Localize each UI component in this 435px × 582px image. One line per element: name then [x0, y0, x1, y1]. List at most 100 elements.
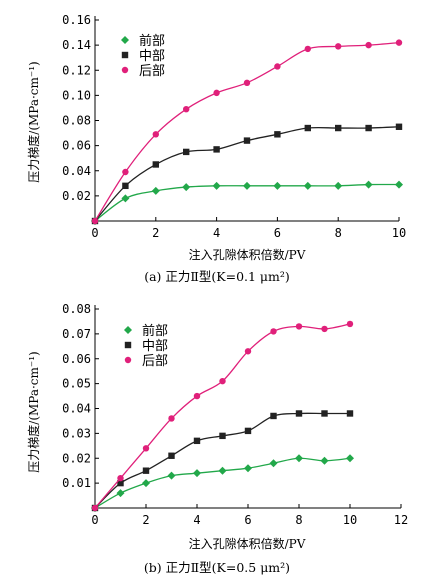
y-tick-label: 0.05	[62, 377, 91, 391]
x-tick-label: 2	[152, 226, 159, 240]
data-point	[152, 131, 159, 138]
data-point	[117, 474, 124, 482]
data-point	[334, 181, 343, 190]
data-point	[295, 323, 303, 330]
data-point	[117, 479, 124, 487]
legend-marker	[124, 326, 132, 334]
x-tick-label: 0	[91, 513, 98, 527]
data-point	[182, 183, 191, 192]
x-tick-label: 10	[343, 513, 357, 527]
y-tick-label: 0.16	[62, 13, 91, 27]
data-point	[321, 325, 328, 333]
data-point	[243, 181, 251, 190]
y-tick-label: 0.14	[62, 38, 91, 52]
data-point	[219, 377, 226, 385]
data-point	[121, 194, 130, 203]
data-point	[335, 43, 342, 50]
data-point	[244, 348, 252, 355]
x-tick-label: 10	[392, 226, 406, 240]
data-point	[183, 148, 190, 156]
data-point	[269, 459, 278, 468]
x-tick-label: 12	[394, 513, 408, 527]
y-tick-label: 0.01	[62, 476, 91, 490]
data-point	[142, 467, 150, 474]
data-point	[274, 63, 281, 70]
data-point	[395, 123, 403, 130]
data-point	[122, 168, 129, 176]
y-tick-label: 0.07	[62, 327, 91, 341]
data-point	[183, 105, 190, 113]
data-point	[116, 489, 125, 498]
x-ticks-a: 0 2 4 6 8 10	[91, 217, 406, 240]
x-tick-label: 6	[274, 226, 281, 240]
data-point	[142, 479, 150, 488]
y-tick-label: 0.04	[62, 402, 91, 416]
y-tick-label: 0.08	[62, 114, 91, 128]
axes-a	[94, 16, 399, 222]
legend-marker	[124, 341, 132, 349]
data-point	[244, 427, 252, 435]
x-tick-label: 4	[193, 513, 200, 527]
data-point	[218, 466, 227, 475]
data-point	[151, 186, 160, 195]
data-point	[364, 180, 373, 189]
data-point	[295, 454, 303, 463]
data-point	[303, 181, 312, 190]
series-line	[94, 323, 351, 509]
data-point	[365, 124, 372, 132]
y-tick-label: 0.06	[62, 139, 91, 153]
data-point	[243, 79, 251, 87]
legend-marker	[121, 36, 129, 44]
data-point	[346, 320, 354, 328]
legend-label: 后部	[142, 354, 168, 369]
data-point	[395, 39, 403, 46]
series-line	[94, 412, 350, 509]
y-tick-label: 0.02	[62, 451, 91, 465]
data-point	[273, 181, 282, 190]
data-point	[346, 410, 354, 417]
data-point	[213, 146, 220, 153]
data-point	[395, 180, 403, 189]
chart-panel-b: 0.01 0.02 0.03 0.04 0.05 0.06 0.07 0.08 0 2 4 6 8 10…	[26, 302, 408, 575]
data-point	[335, 124, 342, 132]
series-line	[94, 457, 351, 509]
y-tick-label: 0.02	[62, 189, 91, 203]
legend-marker	[124, 356, 132, 364]
data-point	[274, 131, 281, 138]
data-point	[167, 471, 176, 480]
data-point	[212, 181, 221, 190]
caption-b: (b) 正力Ⅱ型(K=0.5 μm²)	[144, 560, 290, 575]
series-line	[94, 183, 400, 222]
x-axis-label-b: 注入孔隙体积倍数/PV	[189, 536, 306, 551]
data-point	[122, 182, 129, 190]
data-point	[213, 89, 220, 97]
y-axis-label-b: 压力梯度/(MPa·cm⁻¹)	[26, 351, 41, 472]
data-point	[91, 504, 99, 512]
data-point	[365, 41, 372, 49]
data-point	[152, 161, 159, 168]
legend-label: 中部	[142, 339, 168, 354]
data-point	[168, 452, 175, 459]
data-point	[321, 410, 328, 417]
y-ticks-b: 0.01 0.02 0.03 0.04 0.05 0.06 0.07 0.08	[62, 302, 99, 490]
legend-marker	[121, 51, 129, 59]
y-tick-label: 0.03	[62, 426, 91, 440]
data-point	[142, 445, 150, 452]
x-tick-label: 4	[213, 226, 220, 240]
data-point	[346, 454, 354, 463]
data-point	[270, 412, 277, 420]
legend-label: 前部	[142, 323, 168, 339]
data-point	[270, 328, 277, 335]
data-point	[320, 456, 329, 465]
x-tick-label: 0	[91, 226, 98, 240]
y-tick-label: 0.12	[62, 63, 91, 77]
chart-panel-a: 0.02 0.04 0.06 0.08 0.10 0.12 0.14 0.16 0 2 4 6 8 10…	[26, 13, 406, 284]
legend-marker	[121, 66, 129, 74]
data-point	[168, 415, 175, 422]
legend-label: 中部	[139, 49, 165, 64]
y-tick-label: 0.08	[62, 302, 91, 316]
y-tick-label: 0.06	[62, 352, 91, 366]
x-tick-label: 8	[335, 226, 342, 240]
